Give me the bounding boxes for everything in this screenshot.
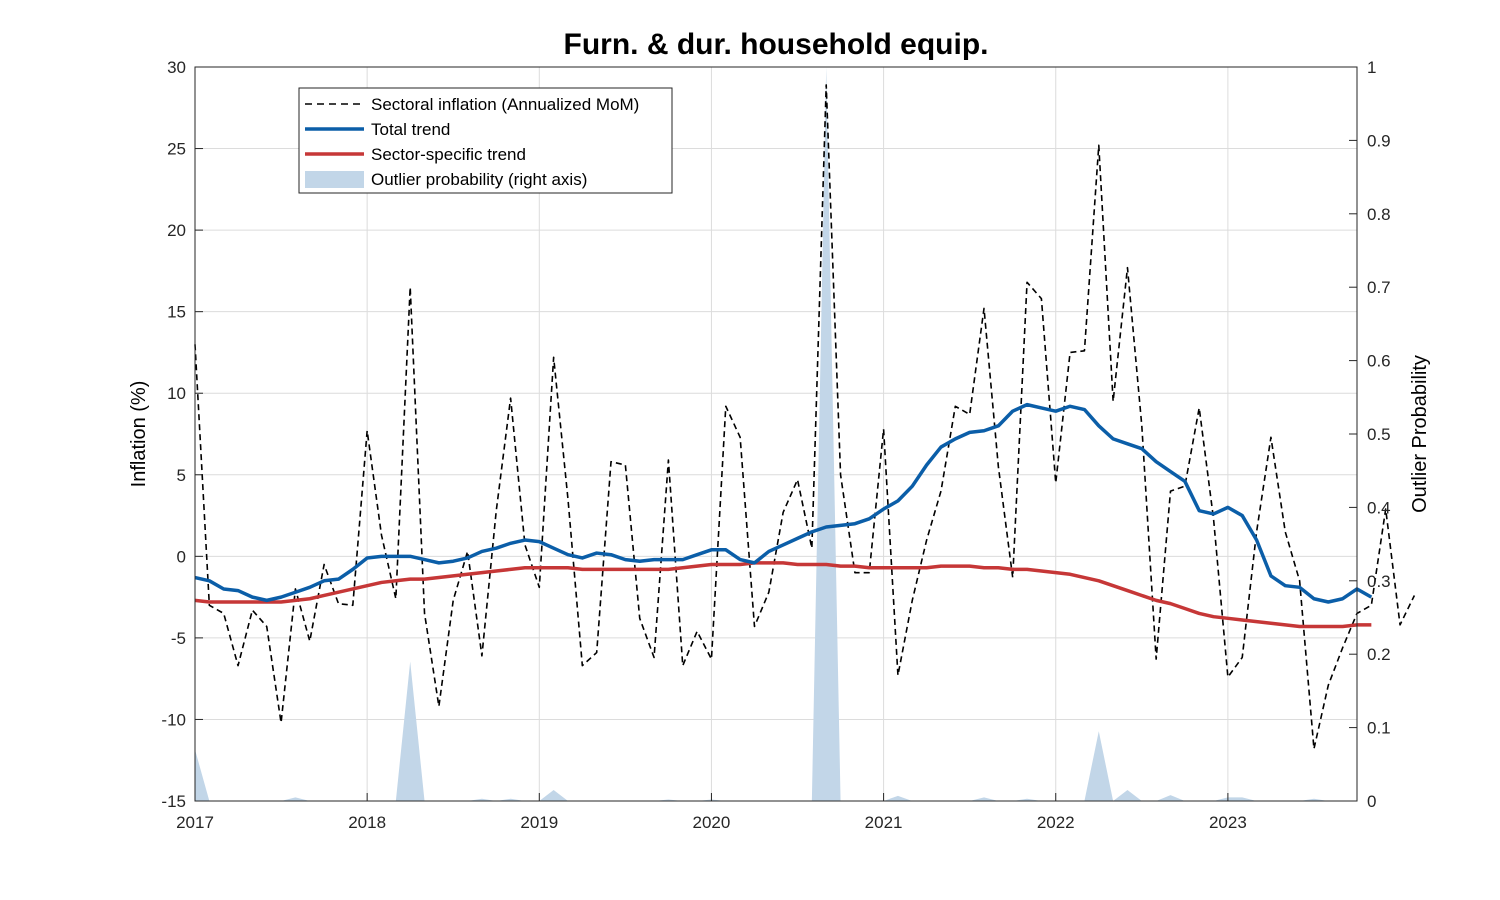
y-tick-label: 30 bbox=[167, 58, 186, 77]
x-tick-label: 2018 bbox=[348, 813, 386, 832]
legend-label-total-trend: Total trend bbox=[371, 120, 450, 139]
y2-tick-label: 0 bbox=[1367, 792, 1376, 811]
y-tick-label: 15 bbox=[167, 303, 186, 322]
y2-tick-label: 0.9 bbox=[1367, 131, 1391, 150]
y-tick-label: 0 bbox=[177, 547, 186, 566]
tick-layer: 2017 2018 2019 2020 2021 2022 2023-15-10-50510… bbox=[161, 58, 1390, 832]
y2-tick-label: 0.5 bbox=[1367, 425, 1391, 444]
y2-tick-label: 0.3 bbox=[1367, 572, 1391, 591]
total-trend-line bbox=[194, 402, 1373, 604]
series-line-layer bbox=[194, 84, 1416, 750]
y-axis-label: Inflation (%) bbox=[128, 381, 150, 488]
legend-swatch-outlier-probability bbox=[305, 171, 364, 188]
y-tick-label: 5 bbox=[177, 466, 186, 485]
y-tick-label: -10 bbox=[161, 710, 186, 729]
y2-tick-label: 0.6 bbox=[1367, 352, 1391, 371]
legend-label-sectoral-inflation: Sectoral inflation (Annualized MoM) bbox=[371, 95, 639, 114]
y-tick-label: 25 bbox=[167, 140, 186, 159]
y2-tick-label: 0.4 bbox=[1367, 498, 1391, 517]
legend: Sectoral inflation (Annualized MoM) Tota… bbox=[298, 87, 673, 194]
x-tick-label: 2023 bbox=[1209, 813, 1247, 832]
x-tick-label: 2020 bbox=[693, 813, 731, 832]
legend-label-outlier-probability: Outlier probability (right axis) bbox=[371, 170, 587, 189]
x-tick-label: 2022 bbox=[1037, 813, 1075, 832]
y2-tick-label: 0.2 bbox=[1367, 645, 1391, 664]
chart-title: Furn. & dur. household equip. bbox=[564, 28, 989, 61]
y-tick-label: -15 bbox=[161, 792, 186, 811]
sector-specific-trend-line bbox=[194, 561, 1372, 629]
y2-tick-label: 0.8 bbox=[1367, 205, 1391, 224]
y-tick-label: 10 bbox=[167, 384, 186, 403]
y2-tick-label: 1 bbox=[1367, 58, 1376, 77]
x-tick-label: 2019 bbox=[520, 813, 558, 832]
legend-label-sector-specific-trend: Sector-specific trend bbox=[371, 145, 526, 164]
y-tick-label: -5 bbox=[171, 629, 186, 648]
y2-axis-label: Outlier Probability bbox=[1409, 355, 1431, 513]
y-tick-label: 20 bbox=[167, 221, 186, 240]
sectoral-inflation-line bbox=[194, 84, 1416, 750]
y2-tick-label: 0.7 bbox=[1367, 278, 1391, 297]
y2-tick-label: 0.1 bbox=[1367, 719, 1391, 738]
x-tick-label: 2017 bbox=[176, 813, 214, 832]
x-tick-label: 2021 bbox=[865, 813, 903, 832]
